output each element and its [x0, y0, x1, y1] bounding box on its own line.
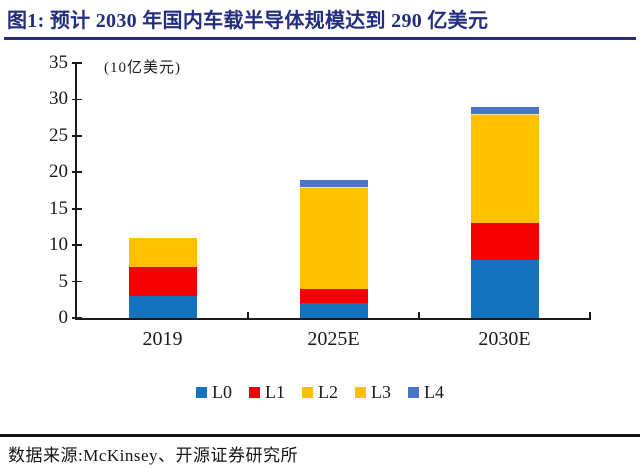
- legend-label-L0: L0: [212, 381, 232, 402]
- y-tick-label: 10: [49, 234, 68, 256]
- x-axis-label: 2030E: [478, 328, 531, 350]
- y-tick: [72, 135, 82, 137]
- bar-segment-L4: [299, 179, 368, 187]
- y-tick: [72, 244, 82, 246]
- y-tick-label: 5: [58, 270, 69, 292]
- x-tick: [247, 312, 249, 320]
- bar-segment-L4: [470, 106, 539, 114]
- legend-item-L2: L2: [302, 382, 338, 403]
- y-axis-unit-label: (10亿美元): [104, 60, 181, 76]
- legend-item-L0: L0: [196, 382, 232, 403]
- x-tick: [589, 312, 591, 320]
- title-divider: [4, 37, 636, 40]
- legend-item-L1: L1: [249, 382, 285, 403]
- y-tick-label: 35: [49, 52, 68, 73]
- y-tick: [72, 317, 82, 319]
- legend-item-L3: L3: [355, 382, 391, 403]
- bar-segment-L1: [128, 267, 197, 297]
- legend-swatch-L3: [355, 386, 366, 398]
- bar-segment-L1: [470, 223, 539, 260]
- chart-legend: L0 L1 L2 L3 L4: [0, 381, 640, 403]
- legend-swatch-L2: [302, 386, 313, 398]
- bar-segment-L3: [470, 114, 539, 129]
- bar-segment-L0: [299, 303, 368, 318]
- x-axis-line: [75, 318, 591, 320]
- legend-label-L2: L2: [318, 381, 338, 402]
- y-tick: [72, 62, 82, 64]
- bar-segment-L0: [128, 296, 197, 318]
- legend-label-L3: L3: [371, 381, 391, 402]
- y-tick-label: 30: [49, 88, 68, 110]
- y-axis-line: [75, 63, 77, 320]
- y-tick: [72, 171, 82, 174]
- bar-segment-L2: [299, 194, 368, 289]
- y-tick-label: 25: [49, 124, 68, 146]
- y-tick: [72, 207, 82, 210]
- y-tick-label: 20: [49, 161, 68, 183]
- y-tick-label: 15: [49, 197, 68, 219]
- bar-segment-L1: [299, 288, 368, 304]
- y-tick: [72, 98, 82, 101]
- x-axis-label: 2019: [142, 328, 183, 350]
- legend-label-L4: L4: [424, 381, 444, 402]
- legend-swatch-L1: [249, 386, 260, 398]
- x-axis-label: 2025E: [307, 328, 360, 350]
- y-tick-label: 0: [58, 307, 69, 328]
- legend-swatch-L0: [196, 386, 207, 398]
- legend-swatch-L4: [408, 386, 419, 398]
- legend-item-L4: L4: [408, 382, 444, 403]
- bar-segment-L0: [470, 259, 539, 318]
- data-source-text: 数据来源:McKinsey、开源证券研究所: [8, 446, 299, 465]
- bar-segment-L3: [299, 186, 368, 195]
- x-tick: [418, 312, 420, 320]
- y-tick: [72, 280, 82, 283]
- footer-divider: [0, 434, 640, 437]
- figure-title: 图1: 预计 2030 年国内车载半导体规模达到 290 亿美元: [7, 10, 489, 32]
- bar-segment-L2: [128, 237, 197, 267]
- bar-segment-L2: [470, 128, 539, 224]
- legend-label-L1: L1: [265, 381, 285, 402]
